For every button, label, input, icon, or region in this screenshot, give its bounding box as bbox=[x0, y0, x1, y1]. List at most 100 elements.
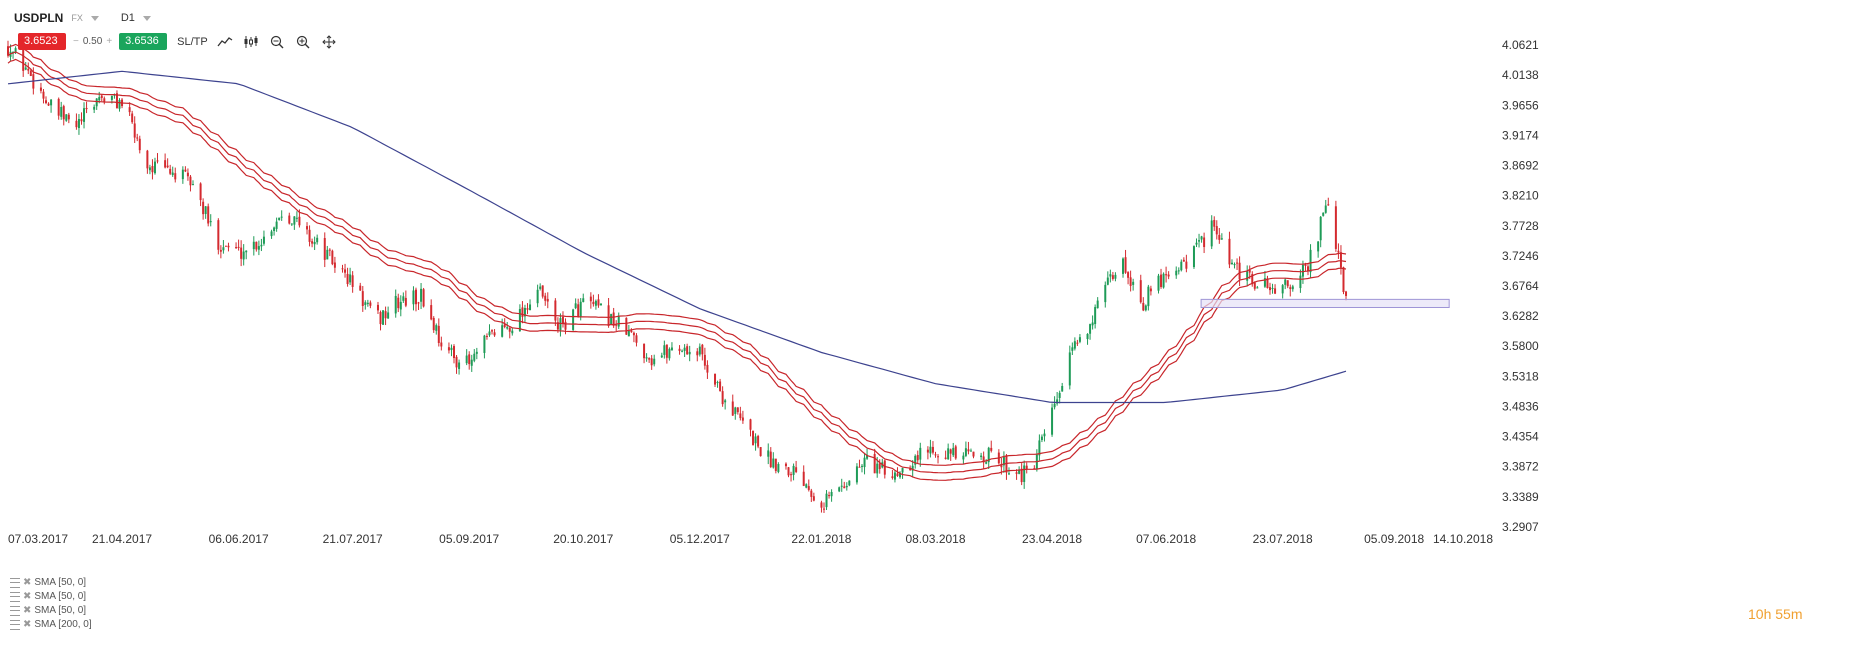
candle-body bbox=[1007, 473, 1010, 475]
candle-body bbox=[1149, 288, 1152, 292]
candle-body bbox=[1106, 277, 1109, 285]
candle-body bbox=[470, 359, 473, 366]
candle-body bbox=[696, 351, 699, 356]
candle-body bbox=[366, 302, 369, 305]
candle-body bbox=[453, 346, 456, 359]
candle-body bbox=[594, 300, 597, 306]
quantity-stepper[interactable]: − 0.50 + bbox=[70, 36, 115, 47]
line-chart-icon[interactable] bbox=[216, 34, 234, 50]
price-tick-label: 3.6282 bbox=[1502, 309, 1539, 323]
increase-quantity-button[interactable]: + bbox=[106, 36, 113, 47]
candle-body bbox=[1342, 267, 1345, 293]
quantity-value[interactable]: 0.50 bbox=[82, 36, 103, 47]
indicator-item[interactable]: ✖ SMA [50, 0] bbox=[10, 590, 92, 604]
candle-body bbox=[529, 304, 532, 311]
candle-body bbox=[1086, 333, 1089, 340]
candle-body bbox=[752, 430, 755, 446]
interval-label[interactable]: D1 bbox=[120, 12, 135, 24]
price-tick-label: 3.6764 bbox=[1502, 279, 1539, 293]
indicator-settings-icon[interactable] bbox=[10, 606, 20, 616]
candle-body bbox=[1020, 468, 1023, 483]
candle-body bbox=[237, 246, 240, 248]
candle-body bbox=[1160, 274, 1163, 287]
candle-body bbox=[899, 472, 902, 478]
candle-body bbox=[387, 312, 390, 319]
candle-body bbox=[1248, 269, 1251, 273]
date-tick-label: 05.09.2018 bbox=[1364, 532, 1424, 546]
zoom-in-icon[interactable] bbox=[294, 34, 312, 50]
candle-body bbox=[164, 160, 167, 168]
indicator-item[interactable]: ✖ SMA [50, 0] bbox=[10, 576, 92, 590]
candle-body bbox=[1263, 278, 1266, 287]
indicator-settings-icon[interactable] bbox=[10, 592, 20, 602]
candle-body bbox=[153, 161, 156, 174]
candle-body bbox=[1345, 291, 1348, 296]
candle-body bbox=[1198, 240, 1201, 242]
candle-body bbox=[964, 448, 967, 456]
candle-body bbox=[1319, 216, 1322, 241]
candle-body bbox=[934, 454, 937, 456]
indicator-item[interactable]: ✖ SMA [200, 0] bbox=[10, 618, 92, 632]
candle-body bbox=[615, 324, 618, 326]
candle-body bbox=[331, 250, 334, 265]
decrease-quantity-button[interactable]: − bbox=[73, 36, 79, 47]
candle-body bbox=[80, 119, 83, 122]
candle-body bbox=[1268, 287, 1271, 291]
support-zone-rect[interactable] bbox=[1200, 298, 1450, 308]
remove-indicator-icon[interactable]: ✖ bbox=[23, 591, 32, 602]
candle-body bbox=[402, 296, 405, 301]
candle-body bbox=[630, 330, 633, 333]
symbol-label[interactable]: USDPLN bbox=[14, 11, 64, 25]
remove-indicator-icon[interactable]: ✖ bbox=[23, 619, 32, 630]
candle-body bbox=[891, 476, 894, 478]
candle-body bbox=[931, 446, 934, 453]
support-zone-layer bbox=[1200, 298, 1450, 308]
sltp-button[interactable]: SL/TP bbox=[177, 35, 208, 48]
symbol-dropdown-chevron-icon[interactable] bbox=[90, 15, 99, 21]
candle-body bbox=[7, 46, 9, 56]
candle-body bbox=[1218, 234, 1221, 240]
sell-button[interactable]: 3.6523 bbox=[18, 33, 66, 50]
candle-body bbox=[488, 331, 491, 336]
candle-body bbox=[1210, 220, 1213, 247]
candle-body bbox=[85, 107, 88, 110]
remove-indicator-icon[interactable]: ✖ bbox=[23, 605, 32, 616]
crosshair-icon[interactable] bbox=[320, 34, 338, 50]
candle-body bbox=[1127, 272, 1130, 278]
candle-body bbox=[458, 362, 461, 369]
candle-body bbox=[825, 493, 828, 508]
candles-icon[interactable] bbox=[242, 34, 260, 50]
remove-indicator-icon[interactable]: ✖ bbox=[23, 577, 32, 588]
candle-body bbox=[280, 216, 283, 218]
candle-body bbox=[1289, 287, 1292, 290]
interval-dropdown-chevron-icon[interactable] bbox=[142, 15, 151, 21]
candle-body bbox=[346, 273, 349, 285]
candle-body bbox=[1043, 433, 1046, 437]
candle-body bbox=[1322, 212, 1325, 216]
candle-body bbox=[1233, 264, 1236, 266]
candle-body bbox=[1025, 465, 1028, 470]
candle-body bbox=[812, 496, 815, 501]
indicator-settings-icon[interactable] bbox=[10, 578, 20, 588]
candle-body bbox=[777, 464, 780, 472]
zoom-out-icon[interactable] bbox=[268, 34, 286, 50]
candle-body bbox=[412, 290, 415, 305]
candle-body bbox=[1124, 257, 1127, 273]
chart-header: USDPLN FX D1 bbox=[14, 10, 151, 26]
indicator-settings-icon[interactable] bbox=[10, 620, 20, 630]
buy-button[interactable]: 3.6536 bbox=[119, 33, 168, 50]
candle-body bbox=[559, 318, 562, 331]
candle-body bbox=[579, 301, 582, 317]
candle-body bbox=[668, 348, 671, 359]
candle-body bbox=[22, 48, 25, 71]
candle-body bbox=[455, 356, 458, 368]
date-tick-label: 23.04.2018 bbox=[1022, 532, 1082, 546]
indicator-item[interactable]: ✖ SMA [50, 0] bbox=[10, 604, 92, 618]
candle-body bbox=[769, 451, 772, 468]
candle-body bbox=[306, 226, 309, 230]
candle-body bbox=[1337, 250, 1340, 253]
candle-body bbox=[184, 169, 187, 172]
candle-body bbox=[1132, 281, 1135, 285]
candle-body bbox=[171, 172, 174, 176]
